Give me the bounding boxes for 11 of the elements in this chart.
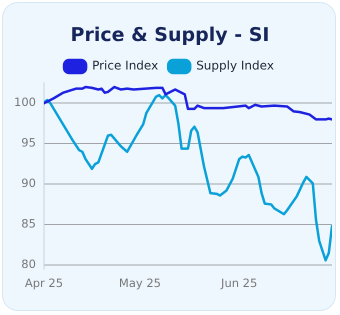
y-tick-label: 80: [21, 257, 36, 272]
legend-label: Supply Index: [196, 58, 274, 73]
y-tick-label: 95: [21, 136, 36, 150]
y-tick-label: 85: [21, 216, 36, 231]
x-tick-label: Jun 25: [220, 276, 258, 290]
x-tick-label: Apr 25: [24, 276, 64, 290]
x-tick-label: May 25: [118, 276, 162, 290]
legend-label: Price Index: [92, 58, 158, 73]
y-tick-label: 90: [21, 176, 36, 190]
y-tick-label: 100: [14, 95, 36, 110]
chart-title: Price & Supply - SI: [70, 24, 270, 46]
